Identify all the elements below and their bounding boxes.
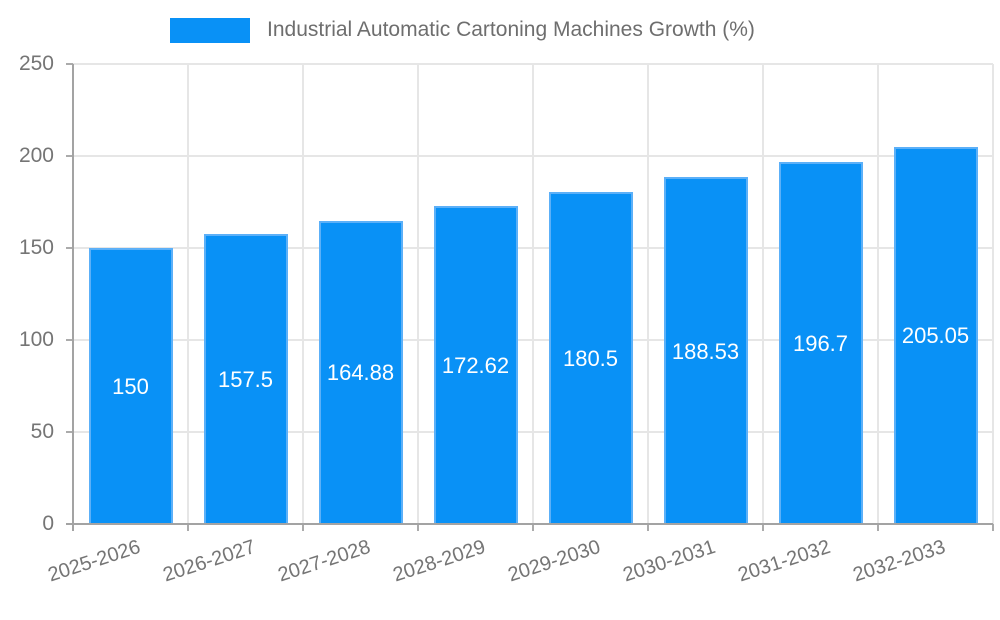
x-tick-mark [417, 524, 419, 531]
bar[interactable]: 157.5 [203, 234, 288, 524]
x-category-label: 2029-2030 [504, 535, 603, 587]
bar[interactable]: 188.53 [663, 177, 748, 524]
plot-area: 150 157.5 164.88 172.62 180.5 188.53 196.7 205.… [19, 52, 994, 586]
bar-value-label: 180.5 [562, 345, 619, 371]
x-category-label: 2028-2029 [389, 535, 488, 587]
x-category-label: 2027-2028 [274, 535, 373, 587]
gridline-vertical [532, 64, 534, 524]
x-tick-mark [302, 524, 304, 531]
gridline-vertical [647, 64, 649, 524]
bar[interactable]: 150 [88, 248, 173, 524]
y-tick-mark [66, 339, 73, 341]
x-category-label: 2031-2032 [734, 535, 833, 587]
gridline-vertical [762, 64, 764, 524]
y-axis-line [72, 64, 74, 531]
bar[interactable]: 172.62 [433, 206, 518, 524]
bar[interactable]: 164.88 [318, 220, 403, 524]
x-category-label: 2032-2033 [849, 535, 948, 587]
gridline-vertical [992, 64, 994, 524]
y-tick-label: 250 [18, 52, 54, 75]
bar-chart: Industrial Automatic Cartoning Machines … [19, 17, 994, 586]
bar[interactable]: 205.05 [893, 146, 978, 524]
y-tick-mark [66, 431, 73, 433]
gridline-vertical [417, 64, 419, 524]
bar[interactable]: 180.5 [548, 191, 633, 524]
x-tick-mark [877, 524, 879, 531]
y-tick-label: 200 [18, 144, 54, 167]
y-tick-label: 0 [42, 512, 54, 535]
y-tick-mark [66, 63, 73, 65]
bar-value-label: 196.7 [792, 331, 849, 357]
y-tick-mark [66, 155, 73, 157]
x-tick-mark [187, 524, 189, 531]
x-category-label: 2030-2031 [619, 535, 718, 587]
y-tick-mark [66, 247, 73, 249]
x-tick-mark [532, 524, 534, 531]
x-category-label: 2026-2027 [159, 535, 258, 587]
bar-value-label: 164.88 [326, 360, 395, 386]
legend-swatch [170, 17, 250, 43]
y-tick-label: 100 [18, 328, 54, 351]
gridline-vertical [302, 64, 304, 524]
bar-value-label: 157.5 [217, 367, 274, 393]
x-tick-mark [647, 524, 649, 531]
bar[interactable]: 196.7 [778, 162, 863, 524]
gridline-vertical [877, 64, 879, 524]
gridline-vertical [187, 64, 189, 524]
legend-label: Industrial Automatic Cartoning Machines … [267, 18, 755, 41]
bar-value-label: 172.62 [441, 353, 510, 379]
bar-value-label: 150 [112, 374, 149, 399]
x-tick-mark [992, 524, 994, 531]
y-tick-label: 150 [18, 236, 54, 259]
bar-value-label: 188.53 [671, 338, 740, 364]
x-tick-mark [762, 524, 764, 531]
y-tick-label: 50 [30, 420, 54, 443]
chart-legend[interactable]: Industrial Automatic Cartoning Machines … [170, 17, 755, 43]
bar-value-label: 205.05 [901, 323, 970, 349]
x-axis-line [66, 523, 993, 525]
